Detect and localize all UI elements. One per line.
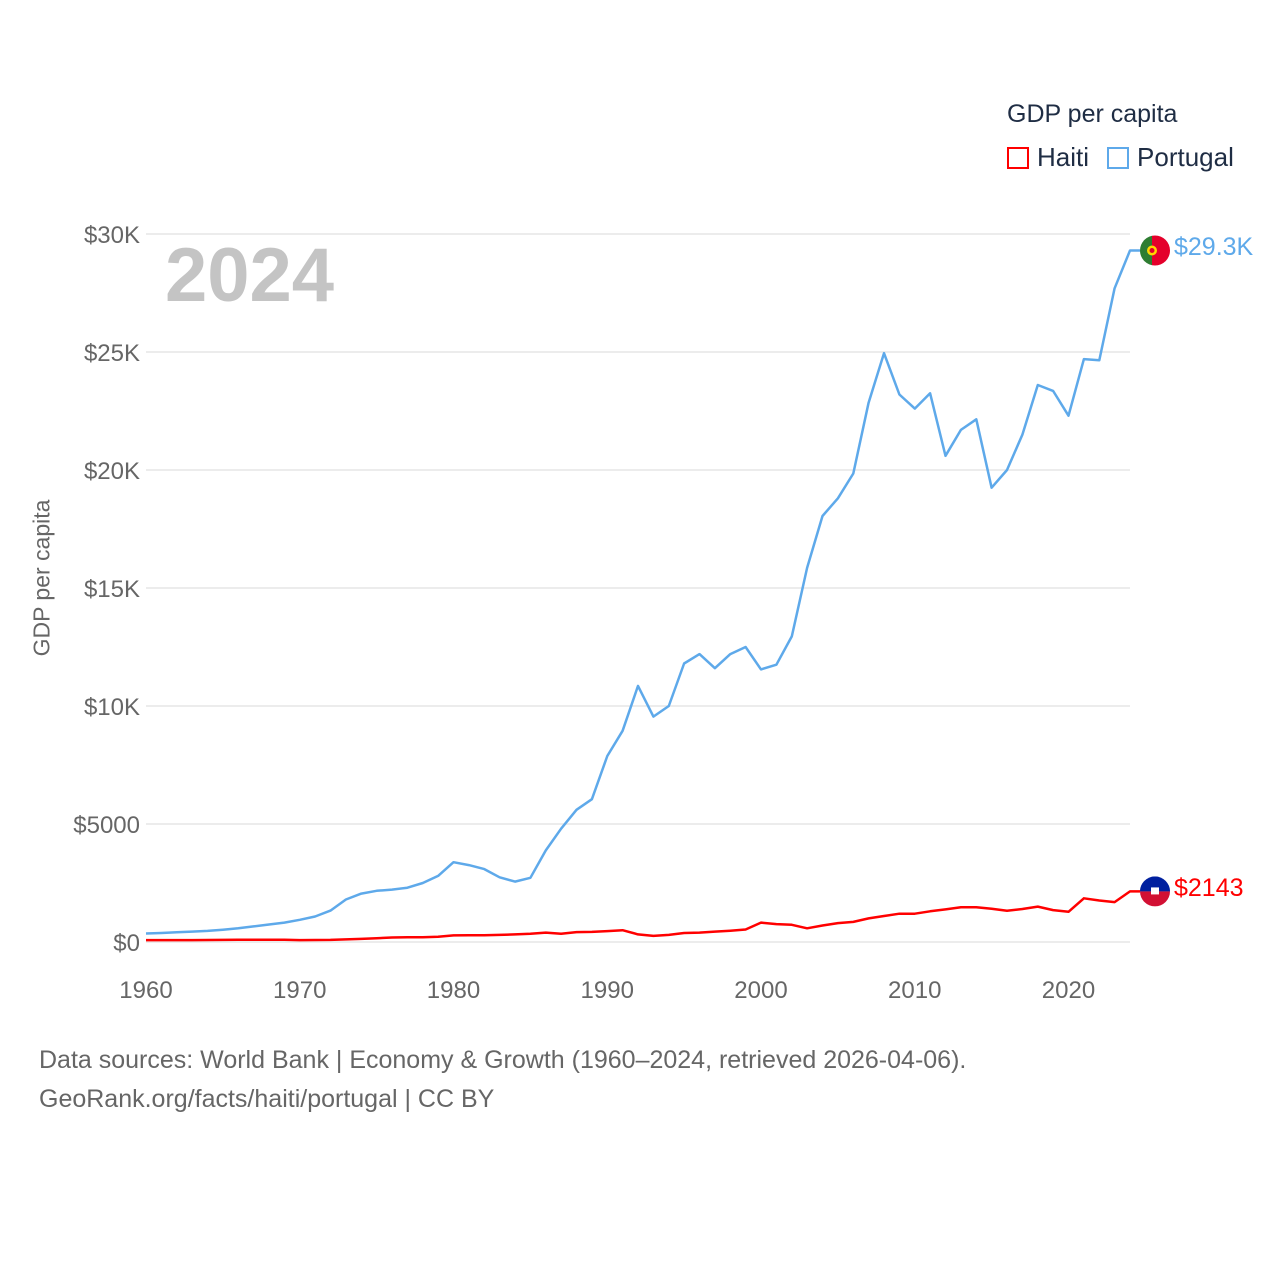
series-line-haiti: [146, 890, 1140, 942]
y-tick-label: $30K: [84, 222, 140, 249]
y-tick-label: $15K: [84, 576, 140, 603]
end-label-haiti: $2143: [1174, 874, 1244, 902]
portugal-flag-icon: [1140, 235, 1170, 266]
x-tick-label: 1980: [427, 977, 480, 1004]
footer-sources: Data sources: World Bank | Economy & Gro…: [39, 1046, 967, 1074]
series-line-portugal: [145, 249, 1140, 935]
x-tick-label: 2010: [888, 977, 941, 1004]
legend-item-portugal[interactable]: Portugal: [1107, 142, 1234, 173]
legend-label-haiti: Haiti: [1037, 142, 1090, 172]
y-tick-label: $25K: [84, 340, 140, 367]
legend: Haiti Portugal: [1007, 142, 1252, 173]
y-axis-label: GDP per capita: [28, 499, 55, 657]
legend-swatch-portugal: [1107, 146, 1130, 169]
x-tick-label: 2020: [1042, 977, 1095, 1004]
x-tick-label: 1990: [581, 977, 634, 1004]
legend-title: GDP per capita: [1007, 100, 1178, 128]
legend-item-haiti[interactable]: Haiti: [1007, 142, 1089, 173]
y-tick-label: $10K: [84, 694, 140, 721]
legend-swatch-haiti: [1007, 146, 1029, 169]
y-tick-label: $20K: [84, 458, 140, 485]
year-label: 2024: [165, 233, 335, 318]
footer-link[interactable]: GeoRank.org/facts/haiti/portugal | CC BY: [39, 1085, 495, 1113]
x-tick-label: 1970: [273, 977, 326, 1004]
haiti-flag-icon: [1140, 876, 1170, 907]
y-tick-label: $5000: [73, 812, 140, 839]
y-tick-label: $0: [113, 930, 140, 957]
x-tick-label: 2000: [734, 977, 787, 1004]
x-tick-label: 1960: [119, 977, 172, 1004]
legend-label-portugal: Portugal: [1137, 142, 1234, 172]
end-label-portugal: $29.3K: [1174, 233, 1254, 261]
